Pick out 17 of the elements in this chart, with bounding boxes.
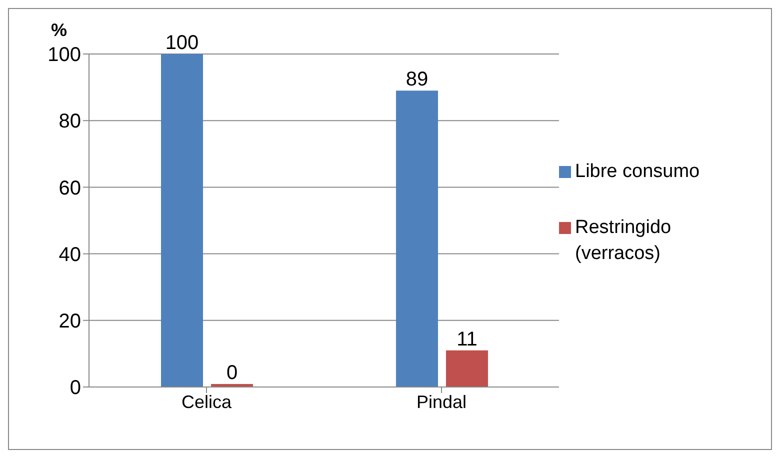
data-label: 0	[226, 362, 238, 384]
y-tick-label: 60	[58, 177, 81, 200]
y-tick-label: 100	[48, 44, 81, 66]
y-tick-label: 80	[58, 110, 81, 133]
bar	[396, 90, 438, 387]
data-label: 89	[406, 68, 428, 91]
data-label: 100	[165, 32, 199, 54]
x-tick-label: Pindal	[416, 392, 467, 412]
y-tick-label: 40	[58, 244, 81, 266]
x-tick-label: Celica	[181, 392, 232, 412]
y-axis-title: %	[50, 20, 68, 40]
legend-label: Restringido (verracos)	[575, 216, 672, 266]
y-tick-label: 20	[58, 310, 81, 332]
y-tick-label: 0	[70, 377, 81, 400]
legend-label: Libre consumo	[575, 160, 701, 184]
bar	[161, 54, 203, 387]
data-label: 11	[456, 328, 478, 350]
